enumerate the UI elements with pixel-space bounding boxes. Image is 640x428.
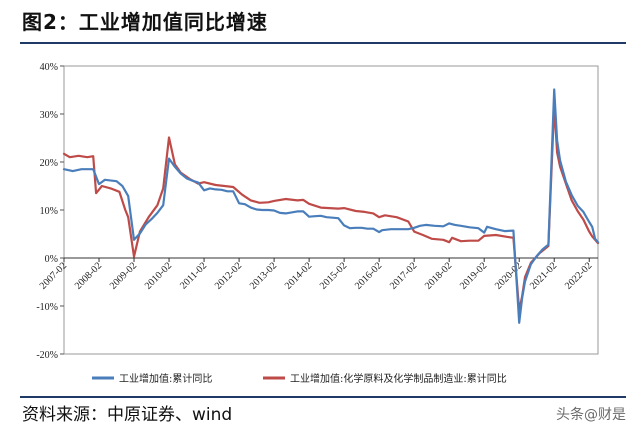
x-tick-label: 2009-02 bbox=[108, 260, 139, 291]
x-tick-label: 2010-02 bbox=[143, 260, 174, 291]
x-tick-label: 2012-02 bbox=[213, 260, 244, 291]
legend-label-2: 工业增加值:化学原料及化学制品制造业:累计同比 bbox=[290, 372, 507, 385]
x-tick-label: 2008-02 bbox=[73, 260, 104, 291]
x-tick-label: 2018-02 bbox=[423, 260, 454, 291]
x-tick-label: 2013-02 bbox=[248, 260, 279, 291]
x-tick-label: 2011-02 bbox=[178, 260, 209, 291]
y-tick-label: 10% bbox=[40, 206, 58, 217]
source-note: 资料来源：中原证券、wind bbox=[22, 405, 233, 425]
legend: 工业增加值:累计同比 工业增加值:化学原料及化学制品制造业:累计同比 bbox=[92, 372, 507, 385]
source-divider bbox=[20, 396, 626, 398]
series-line-1 bbox=[62, 88, 600, 324]
x-tick-label: 2016-02 bbox=[353, 260, 384, 291]
x-tick-label: 2020-02 bbox=[493, 260, 524, 291]
x-tick-label: 2021-02 bbox=[528, 260, 559, 291]
watermark-text: 头条@财是 bbox=[556, 407, 626, 423]
y-tick-label: 30% bbox=[40, 110, 58, 121]
y-tick-label: 20% bbox=[40, 158, 58, 169]
x-tick-label: 2014-02 bbox=[283, 260, 314, 291]
series-layer bbox=[62, 88, 600, 324]
axes-layer: -20%-10%0%10%20%30%40%2007-02 2008-02 2009… bbox=[36, 62, 599, 361]
x-tick-label: 2022-02 bbox=[563, 260, 594, 291]
chart-title: 图2：工业增加值同比增速 bbox=[22, 10, 268, 34]
title-divider bbox=[20, 42, 626, 44]
x-tick-label: 2017-02 bbox=[388, 260, 419, 291]
legend-label-1: 工业增加值:累计同比 bbox=[119, 372, 212, 385]
y-tick-label: -10% bbox=[36, 302, 58, 313]
x-tick-label: 2015-02 bbox=[318, 260, 349, 291]
x-tick-label: 2019-02 bbox=[458, 260, 489, 291]
y-tick-label: -20% bbox=[36, 350, 58, 361]
y-tick-label: 0% bbox=[45, 254, 58, 265]
y-tick-label: 40% bbox=[40, 62, 58, 73]
